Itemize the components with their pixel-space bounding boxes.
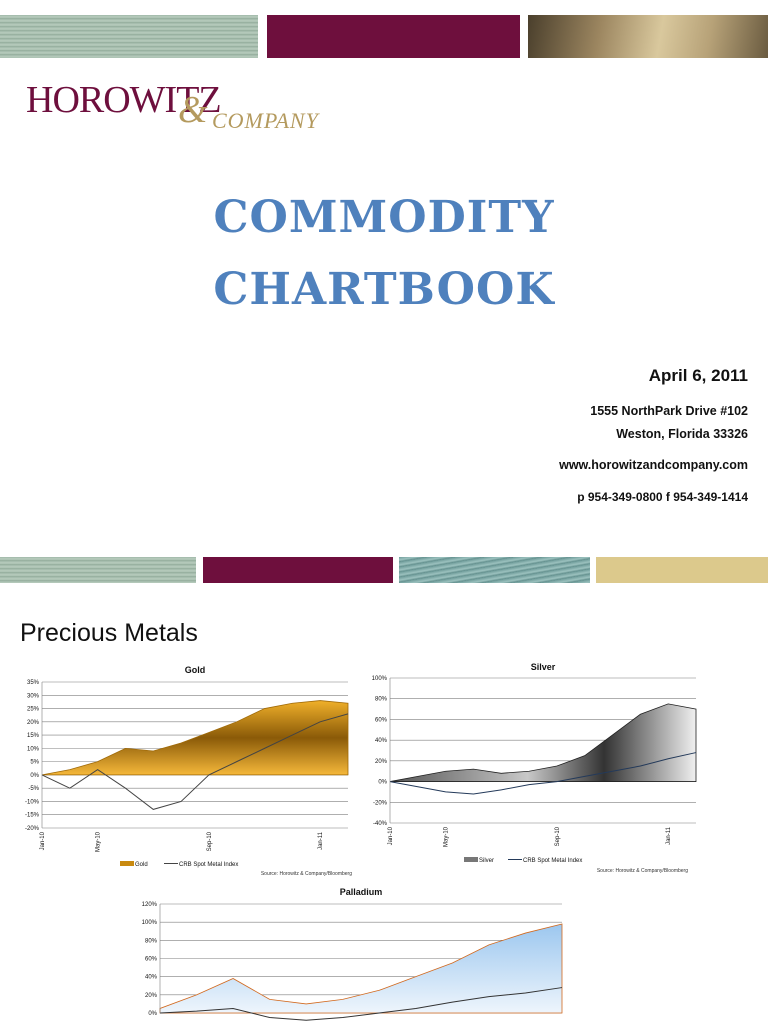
y-tick-label: 20% bbox=[375, 759, 388, 765]
y-tick-label: 120% bbox=[142, 902, 158, 908]
section-title: Precious Metals bbox=[20, 619, 198, 647]
legend-label: Gold bbox=[135, 862, 148, 868]
y-tick-label: 10% bbox=[27, 746, 40, 752]
source-note: Source: Horowitz & Company/Bloomberg bbox=[261, 871, 352, 877]
silver-chart: Silver 100% 80% 60% 40% 20% 0% -20% -40%Jan-10 Ma… bbox=[372, 662, 697, 874]
company-logo: HOROWITZ & COMPANY bbox=[26, 78, 346, 138]
y-tick-label: 20% bbox=[145, 993, 158, 999]
y-tick-label: 0% bbox=[148, 1011, 157, 1017]
x-tick-label: May-10 bbox=[444, 826, 450, 847]
banner2-image-ledger bbox=[0, 557, 196, 583]
source-note: Source: Horowitz & Company/Bloomberg bbox=[597, 868, 688, 874]
x-tick-label: Jan-10 bbox=[40, 831, 46, 850]
series-line-crb-spot-metal-index bbox=[41, 713, 349, 810]
y-tick-label: 15% bbox=[27, 733, 40, 739]
legend-label: CRB Spot Metal Index bbox=[179, 862, 238, 868]
gold-chart: Gold 35% 30% 25% 20% 15% 10% 5% 0% -5% -10% -15% -20… bbox=[25, 665, 352, 877]
x-tick-label: Jan-11 bbox=[666, 826, 672, 845]
y-tick-label: 40% bbox=[375, 738, 388, 744]
chart-title: Silver bbox=[531, 662, 556, 672]
title-line1: COMMODITY bbox=[213, 192, 555, 243]
phone-fax: p 954-349-0800 f 954-349-1414 bbox=[577, 490, 748, 504]
y-tick-label: 25% bbox=[27, 707, 40, 713]
y-tick-label: 60% bbox=[375, 717, 388, 723]
y-tick-label: 20% bbox=[27, 720, 40, 726]
y-tick-label: 80% bbox=[145, 938, 158, 944]
y-tick-label: 60% bbox=[145, 957, 158, 963]
logo-company: COMPANY bbox=[212, 108, 319, 133]
y-tick-label: 30% bbox=[27, 693, 40, 699]
y-tick-label: 40% bbox=[145, 975, 158, 981]
series-line-crb-spot-metal-index bbox=[159, 987, 563, 1021]
banner-image-ledger bbox=[0, 15, 258, 58]
logo-ampersand: & bbox=[178, 89, 208, 131]
y-tick-label: -5% bbox=[28, 786, 39, 792]
y-tick-label: -20% bbox=[25, 826, 40, 832]
legend-swatch bbox=[464, 857, 478, 862]
legend-swatch bbox=[120, 861, 134, 866]
chart-title: Gold bbox=[185, 665, 206, 675]
banner2-block-sand bbox=[596, 557, 768, 583]
y-tick-label: 100% bbox=[142, 920, 158, 926]
y-tick-label: 80% bbox=[375, 697, 388, 703]
x-tick-label: Jan-10 bbox=[388, 826, 394, 845]
banner2-block-maroon bbox=[203, 557, 393, 583]
y-tick-label: 0% bbox=[30, 773, 39, 779]
logo-horowitz: HOROWITZ bbox=[26, 79, 222, 121]
address-line2: Weston, Florida 33326 bbox=[616, 427, 748, 441]
y-tick-label: 0% bbox=[378, 780, 387, 786]
x-tick-label: Jan-11 bbox=[318, 831, 324, 850]
banner2-image-chart bbox=[399, 557, 590, 583]
y-tick-label: -20% bbox=[373, 800, 388, 806]
banner-block-maroon bbox=[267, 15, 520, 58]
legend-label: Silver bbox=[479, 858, 494, 864]
series-area-palladium bbox=[159, 923, 563, 1014]
y-tick-label: 35% bbox=[27, 680, 40, 686]
x-tick-label: May-10 bbox=[96, 831, 102, 852]
series-line-crb-spot-metal-index bbox=[389, 752, 697, 795]
y-tick-label: 100% bbox=[372, 676, 388, 682]
address-line1: 1555 NorthPark Drive #102 bbox=[590, 404, 748, 418]
title-line2: CHARTBOOK bbox=[213, 264, 555, 315]
y-tick-label: -40% bbox=[373, 821, 388, 827]
website-link[interactable]: www.horowitzandcompany.com bbox=[559, 458, 748, 472]
series-area-silver bbox=[389, 703, 697, 782]
banner-image-meeting bbox=[528, 15, 768, 58]
x-tick-label: Sep-10 bbox=[555, 826, 561, 846]
series-area-gold bbox=[41, 700, 349, 776]
y-tick-label: -15% bbox=[25, 813, 40, 819]
chart-title: Palladium bbox=[340, 887, 383, 897]
y-tick-label: -10% bbox=[25, 799, 40, 805]
x-tick-label: Sep-10 bbox=[207, 831, 213, 851]
legend-label: CRB Spot Metal Index bbox=[523, 858, 582, 864]
palladium-chart: Palladium 120% 100% 80% 60% 40% 20% 0% bbox=[142, 887, 563, 1021]
report-date: April 6, 2011 bbox=[648, 366, 748, 385]
y-tick-label: 5% bbox=[30, 760, 39, 766]
